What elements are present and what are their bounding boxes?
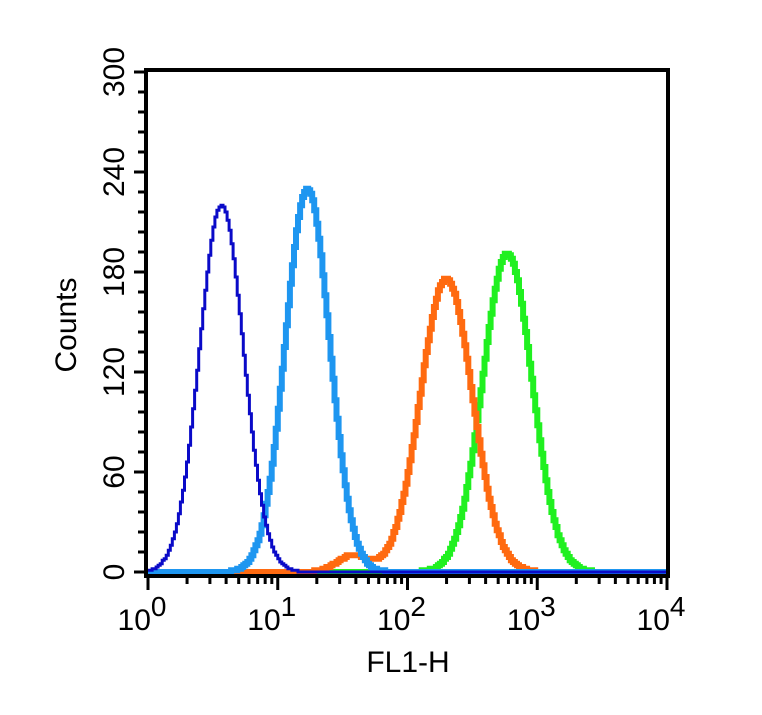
- x-axis-title: FL1-H: [366, 646, 449, 679]
- x-tick-label: 103: [507, 591, 556, 637]
- y-tick-label: 300: [98, 47, 131, 97]
- histogram-series-control-dark-blue: [148, 203, 667, 574]
- y-tick-label: 120: [98, 347, 131, 397]
- x-axis-ticks: [146, 576, 669, 590]
- histogram-series-sample-orange: [148, 275, 667, 575]
- y-axis-ticks: [134, 70, 146, 574]
- histogram-curves: [148, 185, 667, 575]
- y-tick-label: 60: [98, 455, 131, 488]
- y-axis-title: Counts: [50, 277, 83, 372]
- x-tick-label: 101: [247, 591, 296, 637]
- x-tick-label: 102: [377, 591, 426, 637]
- histogram-series-isotype-light-blue: [148, 185, 667, 575]
- x-tick-label: 104: [637, 591, 686, 637]
- x-tick-label: 100: [118, 591, 167, 637]
- y-tick-label: 0: [98, 564, 131, 581]
- histogram-series-sample-green: [148, 250, 667, 575]
- y-axis-tick-labels: 0 60 120 180 240 300: [98, 47, 131, 580]
- x-axis-tick-labels: 100 101 102 103 104: [118, 591, 686, 637]
- y-tick-label: 240: [98, 147, 131, 197]
- plot-frame: [144, 68, 670, 578]
- y-tick-label: 180: [98, 247, 131, 297]
